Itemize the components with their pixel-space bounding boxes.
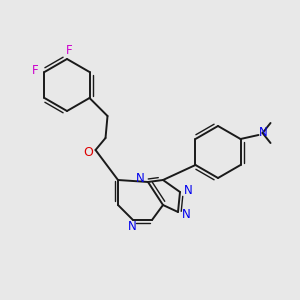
Text: N: N (128, 220, 136, 233)
Text: N: N (182, 208, 190, 221)
Text: N: N (184, 184, 192, 196)
Text: F: F (32, 64, 39, 76)
Text: N: N (136, 172, 144, 185)
Text: F: F (66, 44, 72, 56)
Text: N: N (259, 127, 268, 140)
Text: O: O (84, 146, 94, 160)
